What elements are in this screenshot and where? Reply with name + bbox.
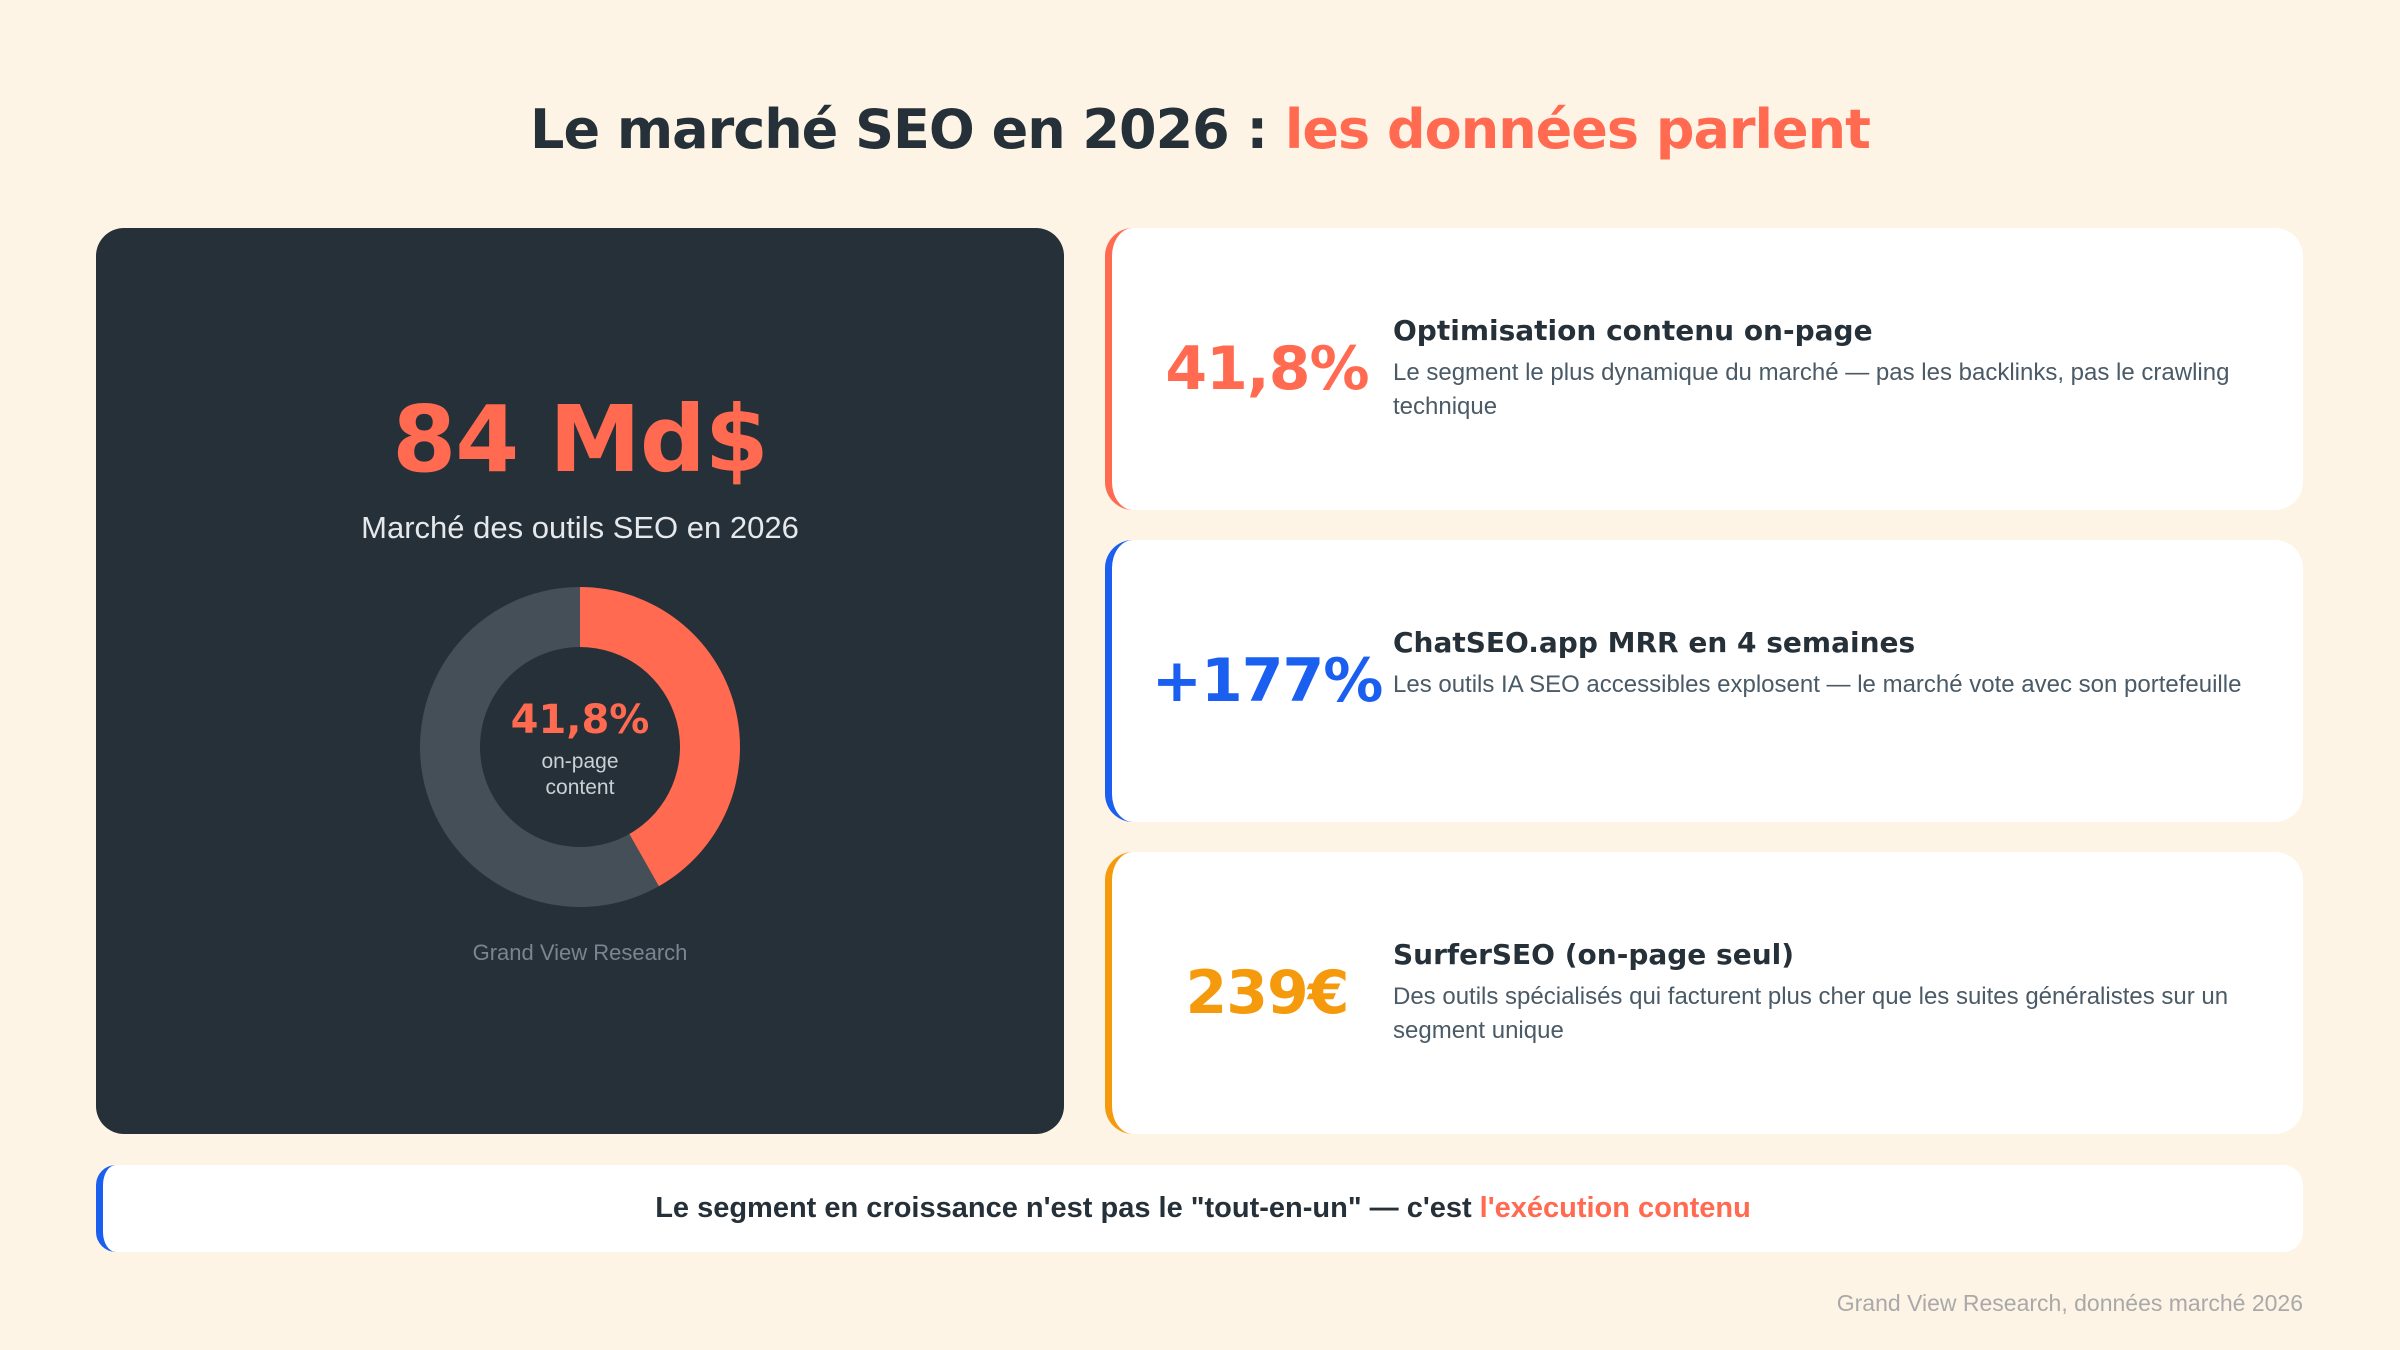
stat-value: +177% xyxy=(1151,646,1384,716)
hero-panel: 84 Md$ Marché des outils SEO en 2026 41,… xyxy=(96,228,1064,1134)
stat-card-surferseo: 239€ SurferSEO (on-page seul) Des outils… xyxy=(1105,852,2303,1134)
hero-source: Grand View Research xyxy=(472,940,688,965)
conclusion-banner: Le segment en croissance n'est pas le "t… xyxy=(96,1165,2303,1252)
stat-value: 41,8% xyxy=(1165,334,1369,404)
donut-chart xyxy=(420,587,740,907)
donut-slice-onpage xyxy=(580,587,740,887)
stat-card-chatseo: +177% ChatSEO.app MRR en 4 semaines Les … xyxy=(1105,540,2303,822)
page-title: Le marché SEO en 2026 : les données parl… xyxy=(0,98,2400,161)
title-main: Le marché SEO en 2026 : xyxy=(530,98,1285,161)
banner-highlight: l'exécution contenu xyxy=(1479,1192,1751,1224)
stat-title: ChatSEO.app MRR en 4 semaines xyxy=(1393,626,1916,659)
stat-value: 239€ xyxy=(1185,958,1350,1028)
hero-value: 84 Md$ xyxy=(392,386,768,493)
stat-description: Les outils IA SEO accessibles explosent … xyxy=(1393,671,2242,698)
stat-title: Optimisation contenu on-page xyxy=(1393,314,1873,347)
title-accent: les données parlent xyxy=(1284,98,1871,161)
banner-text: Le segment en croissance n'est pas le "t… xyxy=(655,1192,1472,1224)
footer-source: Grand View Research, données marché 2026 xyxy=(1836,1290,2303,1316)
stat-title: SurferSEO (on-page seul) xyxy=(1393,938,1795,971)
stat-description: Le segment le plus dynamique du marché —… xyxy=(1393,359,2230,420)
stat-description: Des outils spécialisés qui facturent plu… xyxy=(1393,983,2229,1044)
stat-card-onpage: 41,8% Optimisation contenu on-page Le se… xyxy=(1105,228,2303,510)
hero-subtitle: Marché des outils SEO en 2026 xyxy=(361,510,799,545)
donut-slice-rest xyxy=(420,587,659,907)
